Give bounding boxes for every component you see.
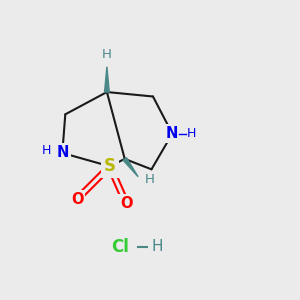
Text: Cl: Cl <box>111 238 129 256</box>
Text: H: H <box>41 144 51 157</box>
Text: H: H <box>145 172 154 186</box>
Text: N: N <box>56 146 68 160</box>
Text: H: H <box>102 48 112 61</box>
Polygon shape <box>123 158 138 177</box>
Text: O: O <box>120 196 133 211</box>
Text: H: H <box>187 127 196 140</box>
Polygon shape <box>104 67 109 92</box>
Text: S: S <box>104 157 116 175</box>
Text: H: H <box>152 239 163 254</box>
Text: O: O <box>71 191 83 206</box>
Text: N: N <box>166 126 178 141</box>
